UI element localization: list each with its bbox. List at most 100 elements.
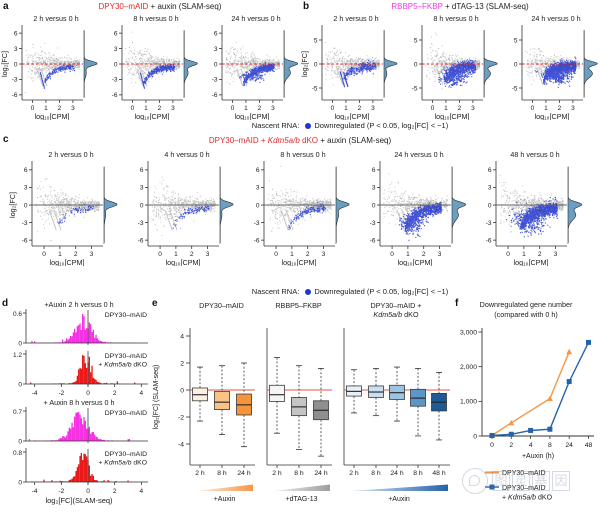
svg-text:DPY30–mAID: DPY30–mAID [199, 301, 244, 310]
svg-text:8 h versus 0 h: 8 h versus 0 h [280, 150, 325, 159]
svg-text:6: 6 [256, 167, 260, 174]
svg-text:1: 1 [406, 251, 410, 258]
svg-text:-3: -3 [486, 220, 492, 227]
svg-text:log₁₀[CPM]: log₁₀[CPM] [166, 258, 201, 266]
svg-text:-3: -3 [212, 77, 218, 84]
svg-text:0: 0 [514, 61, 518, 68]
svg-text:0: 0 [331, 105, 335, 112]
svg-text:-5: -5 [312, 85, 318, 92]
svg-text:4 h versus 0 h: 4 h versus 0 h [164, 150, 209, 159]
svg-text:3: 3 [372, 185, 376, 192]
svg-text:+ Kdm5a/b dKO: + Kdm5a/b dKO [502, 495, 553, 502]
svg-text:+ Kdm5a/b dKO: + Kdm5a/b dKO [98, 362, 147, 369]
svg-text:3: 3 [14, 46, 18, 53]
ma-plot-c-3: 24 h versus 0 h 6 3 0 -3 -6 0 1 2 3 log₁₀[CPM] [370, 150, 467, 266]
svg-text:log₂[FC]: log₂[FC] [300, 51, 309, 77]
downregulated-dot-icon [305, 122, 312, 129]
svg-text:1: 1 [544, 105, 548, 112]
svg-text:-4: -4 [178, 441, 184, 448]
svg-text:-3: -3 [254, 220, 260, 227]
nascent-rna-legend-text: Downregulated (P < 0.05, log₂[FC] < −1) [314, 287, 449, 296]
svg-text:log₁₀[CPM]: log₁₀[CPM] [514, 258, 549, 266]
svg-text:-3: -3 [22, 220, 28, 227]
svg-text:0: 0 [14, 61, 18, 68]
svg-text:0: 0 [140, 202, 144, 209]
svg-text:2 h versus 0 h: 2 h versus 0 h [33, 14, 78, 23]
svg-text:48: 48 [585, 442, 593, 449]
svg-text:0: 0 [473, 433, 477, 440]
panel-b-plots: 2 h versus 0 h 5 0 -5 0 1 2 3 log₁₀[CPM] log₂[FC]… [300, 12, 600, 120]
svg-text:DPY30–mAID: DPY30–mAID [105, 410, 147, 417]
svg-text:8 h versus 0 h: 8 h versus 0 h [433, 14, 478, 23]
panel-d: +Auxin 2 h versus 0 h + Auxin 8 h versus… [0, 300, 152, 512]
nascent-rna-legend-top: Nascent RNA: Downregulated (P < 0.05, log… [100, 121, 600, 130]
svg-text:2: 2 [180, 360, 184, 367]
svg-text:3: 3 [571, 105, 575, 112]
svg-text:0: 0 [86, 488, 90, 495]
svg-text:DPY30–mAID: DPY30–mAID [105, 451, 147, 458]
nascent-rna-legend-bottom: Nascent RNA: Downregulated (P < 0.05, log… [100, 287, 600, 296]
svg-text:4: 4 [529, 442, 533, 449]
watermark-char: 灵 [512, 471, 530, 491]
svg-text:0.7: 0.7 [13, 409, 22, 416]
histogram-3: 0.8 0 DPY30–mAID + Kdm5a/b dKO -4 -2 0 2 4 [13, 448, 148, 495]
panel-a-title-highlight: DPY30–mAID [98, 2, 149, 11]
svg-text:-4: -4 [32, 488, 38, 495]
svg-text:3: 3 [90, 251, 94, 258]
svg-text:1: 1 [522, 251, 526, 258]
svg-text:log₂[FC]: log₂[FC] [8, 192, 17, 218]
svg-text:log₁₀[CPM]: log₁₀[CPM] [50, 258, 85, 266]
svg-text:-4: -4 [32, 390, 38, 397]
svg-text:2: 2 [158, 105, 162, 112]
svg-text:log₂[FC]: log₂[FC] [0, 51, 9, 77]
svg-text:1: 1 [244, 105, 248, 112]
svg-text:0: 0 [18, 382, 22, 389]
svg-text:+ Kdm5a/b dKO: + Kdm5a/b dKO [98, 460, 147, 467]
svg-text:48 h versus 0 h: 48 h versus 0 h [510, 150, 559, 159]
watermark-char: 图 [492, 471, 510, 491]
svg-text:2 h versus 0 h: 2 h versus 0 h [48, 150, 93, 159]
svg-text:-2: -2 [58, 390, 64, 397]
svg-text:1: 1 [174, 251, 178, 258]
svg-text:2 h versus 0 h: 2 h versus 0 h [333, 14, 378, 23]
svg-text:DPY30–mAID +: DPY30–mAID + [371, 301, 422, 310]
hist-x-axis-label: log₂[FC](SLAM-seq) [45, 496, 113, 505]
svg-text:-6: -6 [22, 237, 28, 244]
svg-text:-5: -5 [412, 85, 418, 92]
svg-text:4: 4 [140, 488, 144, 495]
svg-text:1: 1 [144, 105, 148, 112]
svg-text:log₁₀[CPM]: log₁₀[CPM] [135, 112, 170, 120]
svg-text:24 h: 24 h [237, 470, 250, 477]
panel-label-a: a [3, 1, 9, 12]
boxplot-chart: log₂[FC] (SLAM-seq) 4 2 0 -2 -4 DPY30–mAID 2 h 8… [153, 301, 450, 503]
svg-text:3,000: 3,000 [460, 329, 477, 336]
histogram-1: 1.2 0 DPY30–mAID + Kdm5a/b dKO -4 -2 0 2 4 [13, 350, 148, 397]
svg-text:0: 0 [18, 341, 22, 348]
panel-b-title-highlight: RBBP5–FKBP [391, 2, 443, 11]
ma-plot-c-0: 2 h versus 0 h 6 3 0 -3 -6 0 1 2 3 log₁₀[CPM] log₂[… [8, 150, 118, 266]
panel-e: log₂[FC] (SLAM-seq) 4 2 0 -2 -4 DPY30–mAID 2 h 8… [150, 300, 458, 512]
svg-text:8 h: 8 h [413, 470, 423, 477]
svg-text:-3: -3 [12, 77, 18, 84]
svg-text:+Auxin: +Auxin [388, 496, 410, 503]
svg-text:6: 6 [14, 30, 18, 37]
svg-text:24 h versus 0 h: 24 h versus 0 h [531, 14, 580, 23]
svg-text:2: 2 [509, 442, 513, 449]
svg-text:log₁₀[CPM]: log₁₀[CPM] [398, 258, 433, 266]
svg-text:-6: -6 [486, 237, 492, 244]
svg-text:-6: -6 [254, 237, 260, 244]
svg-text:8 h: 8 h [371, 470, 381, 477]
svg-text:1: 1 [344, 105, 348, 112]
svg-text:8 h versus 0 h: 8 h versus 0 h [133, 14, 178, 23]
svg-text:1: 1 [44, 105, 48, 112]
panel-f: Downregulated gene number (compared with… [452, 300, 600, 512]
panel-label-f: f [455, 298, 459, 309]
panel-label-d: d [2, 298, 9, 309]
svg-text:2: 2 [190, 251, 194, 258]
svg-text:24 h: 24 h [390, 470, 403, 477]
watermark-char: 基 [532, 471, 550, 491]
svg-text:0: 0 [18, 439, 22, 446]
